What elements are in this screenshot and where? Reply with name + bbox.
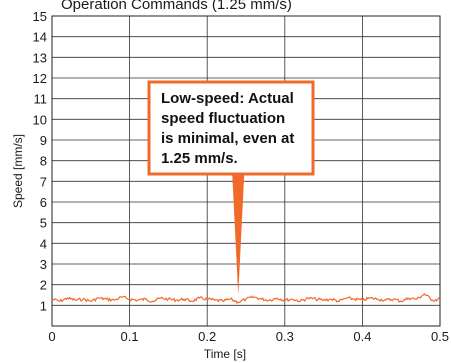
speed-series-line [51,293,441,304]
plot-frame [51,15,441,327]
y-tick-label: 14 [33,30,47,45]
y-tick-label: 4 [40,236,47,251]
x-tick-label: 0 [48,329,55,344]
y-tick-label: 2 [40,278,47,293]
callout-line: 1.25 mm/s. [161,150,238,167]
y-tick-label: 5 [40,216,47,231]
x-tick-labels: 0 0.1 0.2 0.3 0.4 0.5 [48,329,449,344]
y-tick-label: 13 [33,50,47,65]
x-axis-label: Time [s] [204,347,246,361]
y-tick-label: 7 [40,174,47,189]
x-tick-label: 0.5 [431,329,449,344]
callout-line: is minimal, even at [161,130,294,147]
callout-text: Low-speed: Actual speed fluctuation is min… [161,90,294,167]
y-tick-label: 10 [33,112,47,127]
callout-line: Low-speed: Actual [161,90,294,107]
chart-title: Operation Commands (1.25 mm/s) [61,0,292,13]
callout-pointer [232,174,245,296]
x-tick-label: 0.3 [276,329,294,344]
grid-lines [52,16,440,326]
y-tick-label: 11 [34,92,48,107]
callout-line: speed fluctuation [161,110,285,127]
y-axis-label: Speed [mm/s] [11,134,25,208]
y-tick-label: 6 [40,195,47,210]
y-tick-label: 3 [40,257,47,272]
y-tick-label: 12 [33,71,47,86]
x-tick-label: 0.4 [353,329,371,344]
y-tick-label: 9 [40,133,47,148]
y-tick-label: 15 [33,9,47,24]
x-tick-label: 0.1 [121,329,139,344]
y-tick-label: 1 [40,298,47,313]
x-tick-label: 0.2 [198,329,216,344]
y-tick-label: 8 [40,154,47,169]
callout-box [147,80,315,176]
